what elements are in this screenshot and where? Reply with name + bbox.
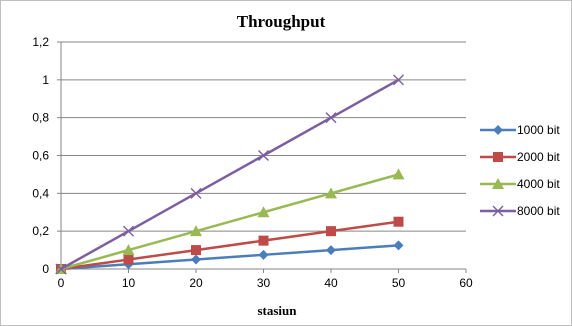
data-point-8000-bit (393, 74, 404, 86)
data-point-4000-bit (122, 244, 135, 256)
legend-item-8000-bit: 8000 bit (480, 204, 560, 218)
series-line-1000-bit (60, 244, 399, 271)
data-point-4000-bit (392, 168, 405, 180)
x-axis-ticks: 0 10 20 30 40 50 60 (58, 269, 473, 290)
data-point-4000-bit (257, 206, 270, 218)
y-tick-label: 0,6 (32, 149, 49, 163)
data-point-2000-bit (326, 226, 336, 237)
y-tick-label: 0 (42, 262, 49, 276)
y-tick-label: 0,2 (32, 224, 49, 238)
series-line-2000-bit (60, 220, 399, 271)
legend-marker (492, 205, 504, 217)
series-line-8000-bit (60, 78, 400, 271)
legend: 1000 bit 2000 bit 4000 bit 8000 bit (480, 123, 560, 218)
data-point-1000-bit (393, 240, 404, 251)
series-line-4000-bit (60, 173, 399, 271)
data-point-2000-bit (258, 235, 269, 246)
data-point-8000-bit (325, 112, 337, 124)
y-axis-ticks: 0 0,2 0,4 0,6 0,8 1 1,2 (32, 35, 61, 276)
series-group (55, 74, 405, 275)
chart-title: Throughput (237, 12, 326, 31)
data-point-8000-bit (123, 225, 134, 237)
x-tick-label: 40 (324, 276, 338, 290)
gridlines (61, 41, 466, 232)
legend-marker (493, 152, 503, 162)
data-point-8000-bit (55, 263, 67, 275)
data-point-1000-bit (258, 249, 269, 260)
data-point-8000-bit (190, 187, 202, 199)
x-tick-label: 30 (257, 276, 271, 290)
y-tick-label: 0,4 (32, 186, 49, 200)
legend-label: 1000 bit (517, 123, 560, 137)
data-point-4000-bit (325, 187, 337, 199)
x-tick-label: 60 (459, 276, 473, 290)
data-point-2000-bit (123, 254, 134, 265)
legend-marker (492, 178, 504, 189)
y-tick-label: 1 (42, 73, 49, 87)
data-point-4000-bit (190, 225, 202, 237)
legend-label: 8000 bit (517, 204, 560, 218)
data-point-1000-bit (191, 254, 201, 265)
series-8000-bit (55, 74, 404, 275)
legend-label: 4000 bit (517, 177, 560, 191)
x-tick-label: 0 (58, 276, 65, 290)
legend-marker (493, 125, 503, 135)
x-tick-label: 50 (392, 276, 406, 290)
legend-item-4000-bit: 4000 bit (480, 177, 560, 191)
data-point-1000-bit (326, 245, 336, 256)
legend-item-2000-bit: 2000 bit (480, 150, 560, 164)
x-tick-label: 10 (122, 276, 136, 290)
legend-item-1000-bit: 1000 bit (480, 123, 560, 137)
x-tick-label: 20 (189, 276, 203, 290)
data-point-8000-bit (258, 150, 269, 161)
y-tick-label: 0,8 (32, 111, 49, 125)
legend-label: 2000 bit (517, 150, 560, 164)
y-tick-label: 1,2 (32, 35, 49, 49)
x-axis-label: stasiun (257, 303, 297, 318)
data-point-2000-bit (393, 216, 404, 227)
data-point-2000-bit (191, 245, 201, 256)
